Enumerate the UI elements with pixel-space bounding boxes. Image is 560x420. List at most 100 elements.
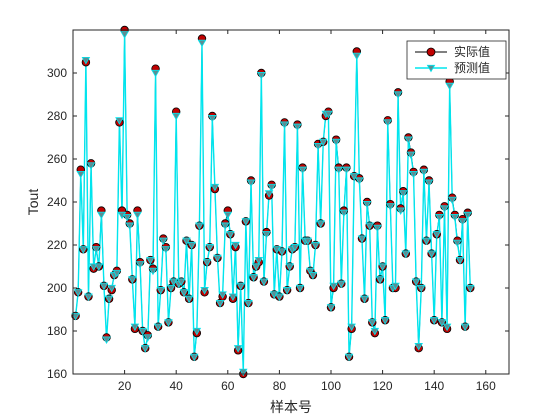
point-predicted <box>290 244 300 252</box>
point-predicted <box>104 295 114 304</box>
point-predicted <box>151 69 160 78</box>
x-axis-label: 样本号 <box>270 399 312 415</box>
x-tick-label: 120 <box>373 379 393 393</box>
point-predicted <box>406 151 416 160</box>
point-predicted <box>218 291 227 299</box>
point-predicted <box>228 293 238 302</box>
legend-label-predicted: 预测值 <box>454 60 490 75</box>
point-predicted <box>130 323 140 332</box>
point-predicted <box>396 207 405 216</box>
point-predicted <box>331 138 341 147</box>
point-predicted <box>360 295 369 304</box>
x-tick-label: 140 <box>424 379 444 393</box>
point-predicted <box>380 317 390 325</box>
point-predicted <box>339 209 349 218</box>
y-tick-label: 280 <box>47 109 67 123</box>
point-predicted <box>166 284 176 293</box>
point-predicted <box>259 278 269 286</box>
series-layer <box>71 25 475 379</box>
axis-ticks: 20 40 60 80 100 120 140 160 160 180 200 220 240 260 28… <box>47 30 509 393</box>
point-predicted <box>135 261 145 269</box>
point-predicted <box>102 336 111 345</box>
point-predicted <box>401 250 411 259</box>
y-tick-label: 220 <box>47 238 67 252</box>
point-predicted <box>342 166 351 175</box>
point-predicted <box>455 256 465 265</box>
point-predicted <box>159 237 168 246</box>
point-predicted <box>442 323 452 332</box>
point-predicted <box>311 241 320 250</box>
plot-frame <box>72 29 510 375</box>
point-predicted <box>99 282 109 291</box>
point-predicted <box>192 327 202 336</box>
point-predicted <box>241 218 251 226</box>
point-predicted <box>267 183 276 192</box>
point-predicted <box>264 190 274 198</box>
point-predicted <box>422 237 431 246</box>
point-predicted <box>445 82 454 91</box>
y-tick-label: 300 <box>47 66 67 80</box>
point-predicted <box>133 211 142 220</box>
point-predicted <box>308 272 318 280</box>
point-predicted <box>324 110 333 119</box>
point-predicted <box>202 259 212 267</box>
point-predicted <box>334 166 344 175</box>
point-predicted <box>120 31 129 39</box>
x-tick-label: 80 <box>273 379 287 393</box>
point-predicted <box>393 91 403 99</box>
point-predicted <box>249 274 258 282</box>
point-predicted <box>91 246 101 254</box>
point-predicted <box>411 278 421 286</box>
point-predicted <box>293 123 302 132</box>
point-predicted <box>429 317 439 325</box>
point-predicted <box>347 323 356 332</box>
point-predicted <box>184 295 194 304</box>
point-predicted <box>375 276 385 284</box>
legend-swatch-predicted-marker <box>426 64 436 73</box>
point-predicted <box>391 282 400 291</box>
y-tick-label: 260 <box>47 152 67 166</box>
point-predicted <box>213 254 222 263</box>
point-predicted <box>329 282 338 291</box>
y-tick-label: 240 <box>47 195 67 209</box>
point-predicted <box>440 205 449 213</box>
point-predicted <box>115 117 124 125</box>
point-predicted <box>386 203 395 211</box>
point-predicted <box>233 345 243 353</box>
point-predicted <box>285 263 294 271</box>
point-predicted <box>148 267 158 276</box>
y-tick-label: 200 <box>47 281 67 295</box>
point-predicted <box>156 287 166 295</box>
point-predicted <box>94 263 104 271</box>
point-predicted <box>205 244 215 252</box>
point-predicted <box>404 136 413 145</box>
point-predicted <box>84 293 93 302</box>
point-predicted <box>177 278 186 286</box>
point-predicted <box>244 299 253 308</box>
point-predicted <box>373 224 382 233</box>
point-predicted <box>179 289 189 297</box>
y-tick-label: 160 <box>47 367 67 381</box>
x-tick-label: 40 <box>170 379 184 393</box>
point-predicted <box>246 179 256 188</box>
point-predicted <box>282 287 292 295</box>
point-predicted <box>164 319 173 327</box>
legend-box <box>406 40 507 80</box>
point-predicted <box>182 237 191 246</box>
point-predicted <box>146 256 155 265</box>
point-predicted <box>187 241 196 250</box>
point-predicted <box>460 323 470 332</box>
point-predicted <box>112 269 122 278</box>
point-predicted <box>295 284 305 293</box>
point-predicted <box>424 179 434 188</box>
legend-label-actual: 实际值 <box>454 44 490 59</box>
point-predicted <box>450 213 460 222</box>
point-predicted <box>435 213 444 222</box>
point-predicted <box>223 211 233 220</box>
point-predicted <box>398 190 408 198</box>
point-predicted <box>122 213 132 222</box>
point-predicted <box>76 170 86 179</box>
point-predicted <box>280 121 289 130</box>
point-predicted <box>416 284 426 293</box>
